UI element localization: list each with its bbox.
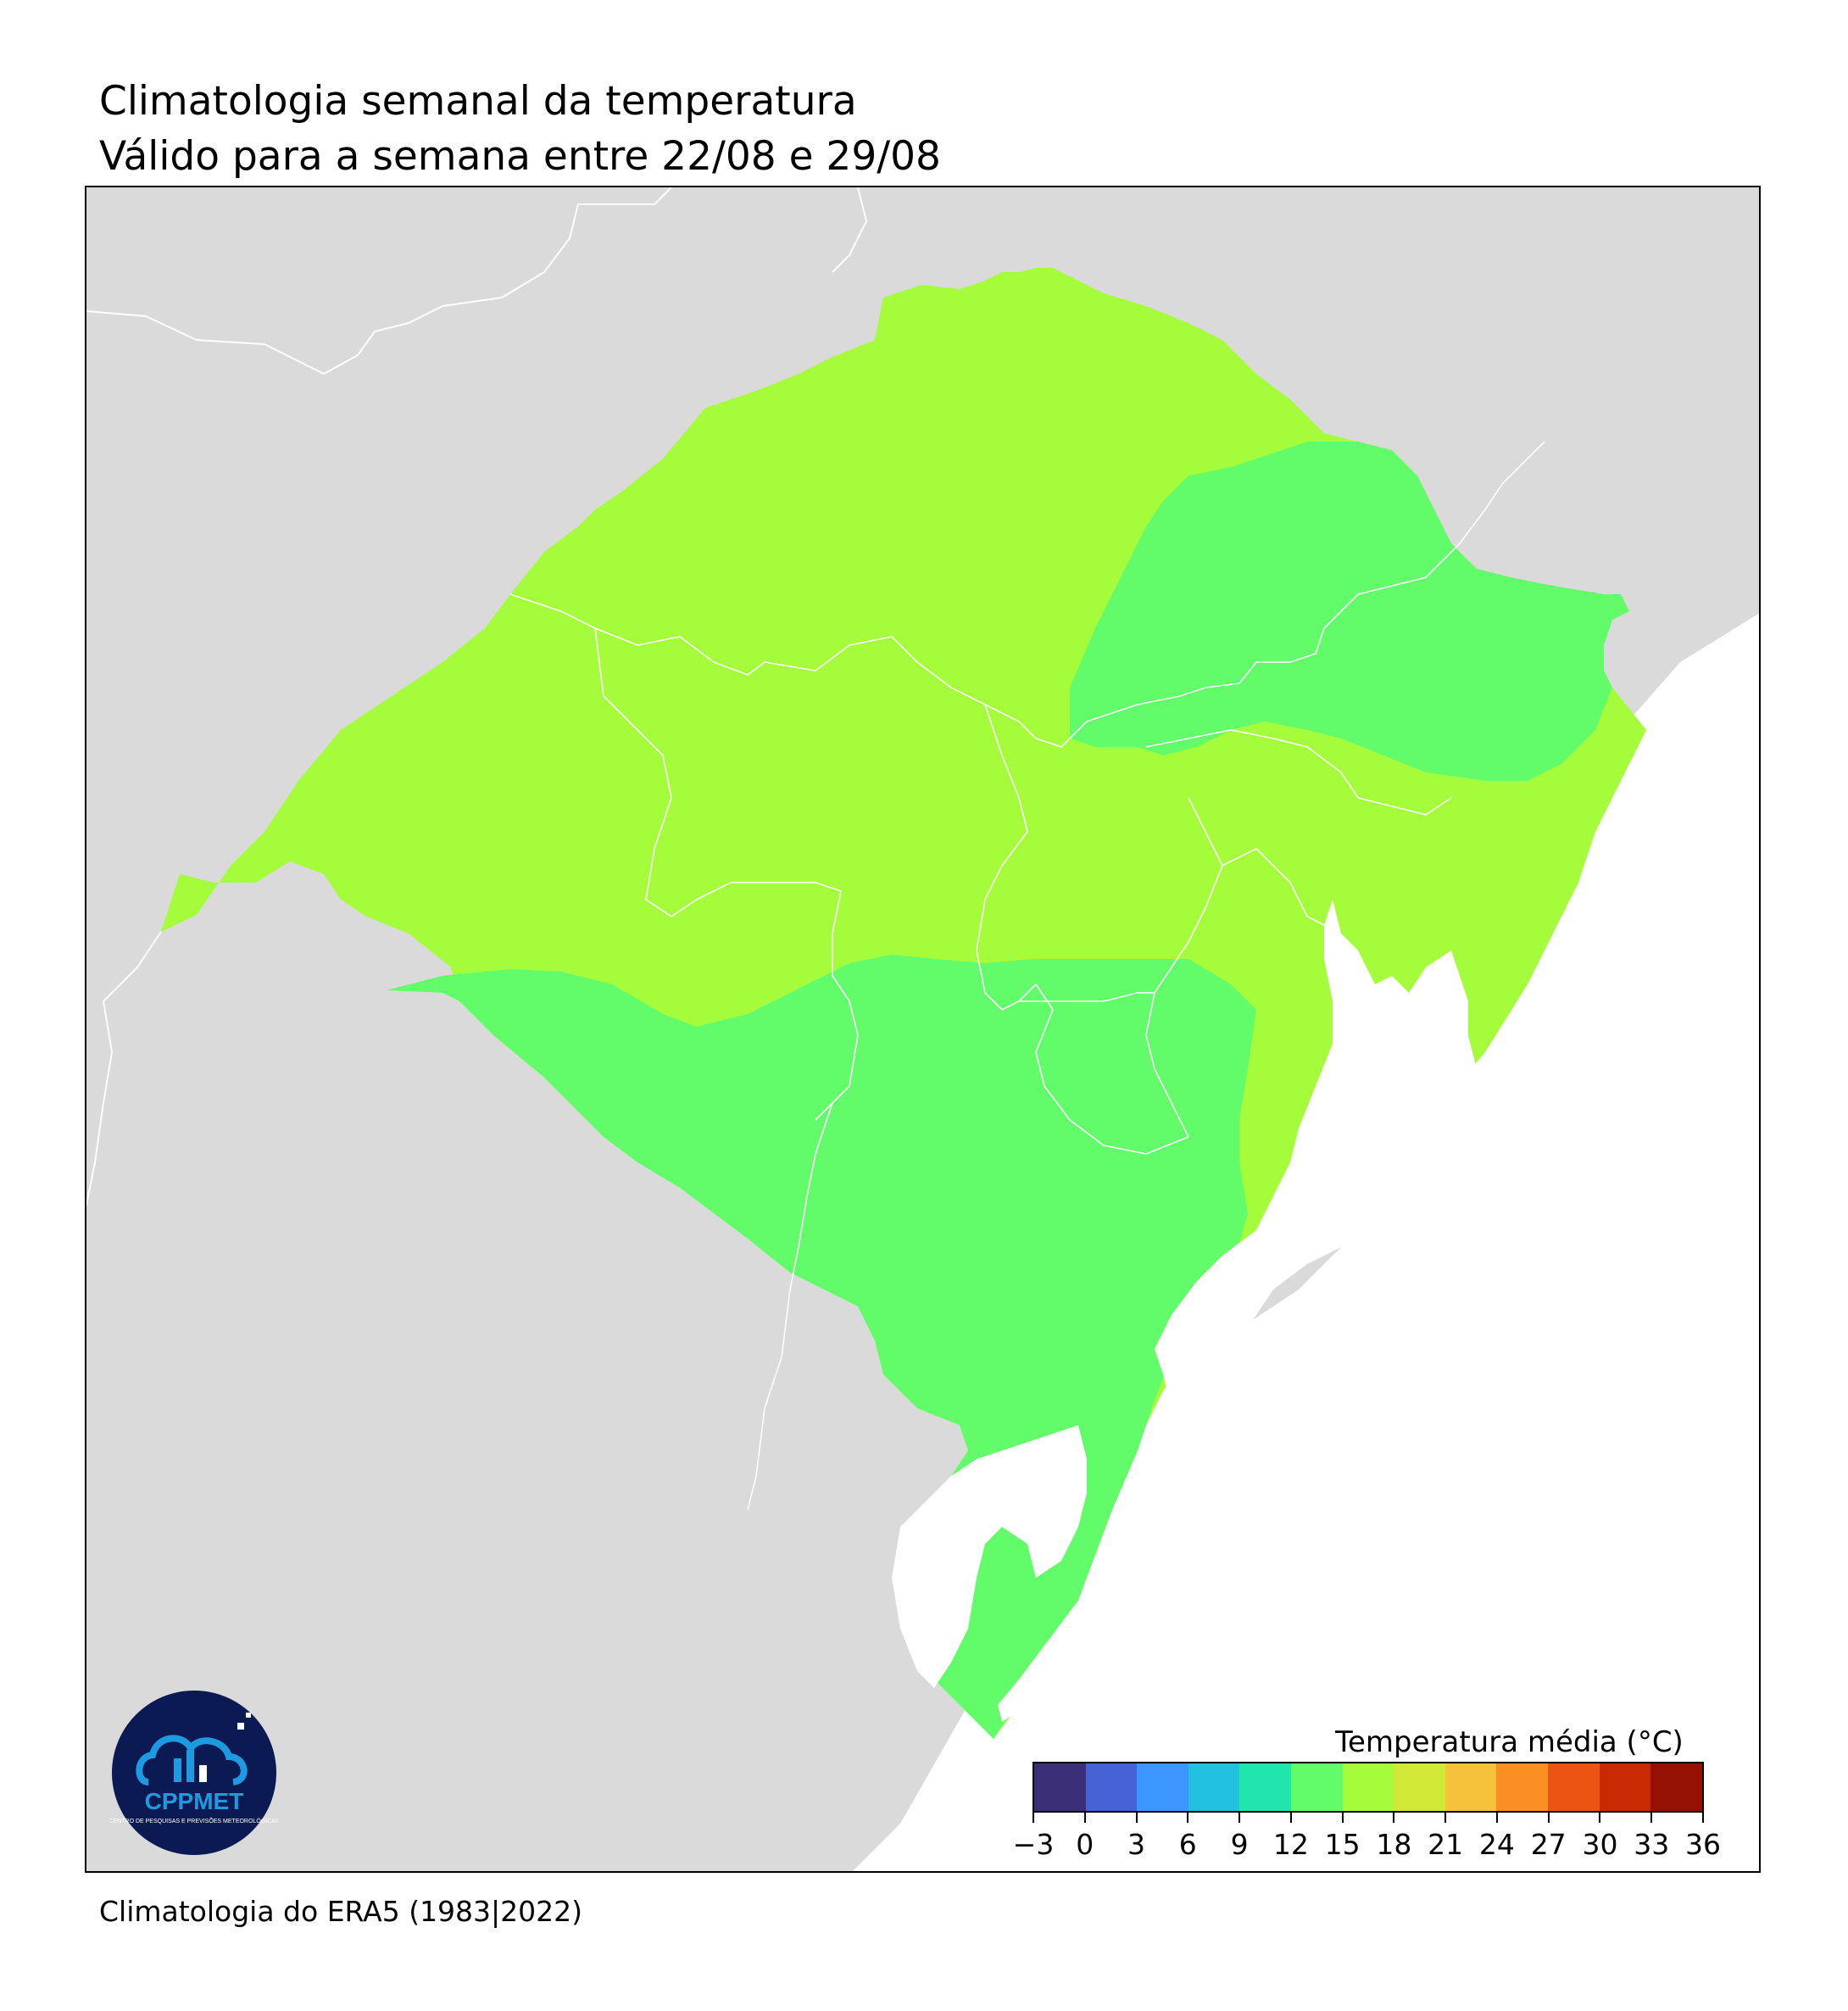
- colorbar-tick-label: 30: [1582, 1828, 1618, 1861]
- colorbar-tick-label: 12: [1272, 1828, 1309, 1861]
- colorbar-bin: [1188, 1763, 1240, 1811]
- lagoon-mirim: [892, 1425, 1087, 1688]
- map-frame: [85, 186, 1761, 1873]
- border-uruguay: [86, 931, 162, 1206]
- colorbar-bin: [1137, 1763, 1188, 1811]
- colorbar-tick-label: 18: [1376, 1828, 1412, 1861]
- map-subtitle: Válido para a semana entre 22/08 e 29/08: [99, 133, 941, 180]
- state-region-12-15-northeast: [1070, 442, 1629, 781]
- logo-text: CPPMET: [145, 1788, 244, 1814]
- colorbar-tick: [1341, 1813, 1344, 1823]
- colorbar-tick-label: 36: [1685, 1828, 1721, 1861]
- colorbar-tick: [1393, 1813, 1395, 1823]
- colorbar-bin: [1034, 1763, 1086, 1811]
- lagoon-dos-patos: [1155, 900, 1477, 1408]
- colorbar-bin: [1342, 1763, 1394, 1811]
- colorbar-tick-label: 21: [1428, 1828, 1464, 1861]
- footer-source: Climatologia do ERA5 (1983|2022): [99, 1895, 583, 1928]
- colorbar-tick: [1444, 1813, 1447, 1823]
- colorbar-tick-label: 6: [1178, 1828, 1197, 1861]
- colorbar-bin: [1444, 1763, 1497, 1811]
- border-argentina: [86, 187, 672, 376]
- colorbar-tick-label: 15: [1324, 1828, 1361, 1861]
- colorbar-tick-label: −3: [1012, 1828, 1055, 1861]
- colorbar-tick-label: 9: [1230, 1828, 1249, 1861]
- colorbar-bin: [1548, 1763, 1600, 1811]
- colorbar-tick: [1135, 1813, 1138, 1823]
- map-canvas: [86, 187, 1759, 1871]
- mesoregion-borders: [509, 441, 1545, 1511]
- logo-subtext: CENTRO DE PESQUISAS E PREVISÕES METEOROL…: [110, 1817, 278, 1824]
- colorbar: [1033, 1762, 1704, 1813]
- colorbar-tick: [1547, 1813, 1550, 1823]
- map-title: Climatologia semanal da temperatura: [99, 78, 857, 125]
- colorbar-tick: [1650, 1813, 1653, 1823]
- colorbar-tick: [1599, 1813, 1601, 1823]
- colorbar-tick: [1033, 1813, 1034, 1823]
- colorbar-bin: [1599, 1763, 1651, 1811]
- colorbar-bin: [1650, 1763, 1702, 1811]
- colorbar-tick: [1702, 1813, 1704, 1823]
- colorbar-bin: [1239, 1763, 1292, 1811]
- border-brazil-north: [832, 187, 868, 273]
- cppmet-logo: CPPMET CENTRO DE PESQUISAS E PREVISÕES M…: [110, 1691, 278, 1855]
- colorbar-bin: [1291, 1763, 1343, 1811]
- colorbar-tick-label: 27: [1530, 1828, 1567, 1861]
- lagoon-mangueira: [998, 1578, 1104, 1722]
- colorbar-tick: [1083, 1813, 1086, 1823]
- colorbar-tick: [1187, 1813, 1189, 1823]
- colorbar-tick: [1238, 1813, 1241, 1823]
- colorbar-tick-label: 0: [1076, 1828, 1094, 1861]
- colorbar-bin: [1085, 1763, 1138, 1811]
- colorbar-tick: [1289, 1813, 1292, 1823]
- colorbar-tick-label: 3: [1127, 1828, 1146, 1861]
- colorbar-bin: [1394, 1763, 1445, 1811]
- colorbar-tick: [1495, 1813, 1498, 1823]
- legend-title: Temperatura média (°C): [1335, 1725, 1684, 1759]
- colorbar-tick-label: 24: [1478, 1828, 1515, 1861]
- colorbar-tick-label: 33: [1634, 1828, 1670, 1861]
- colorbar-bin: [1496, 1763, 1549, 1811]
